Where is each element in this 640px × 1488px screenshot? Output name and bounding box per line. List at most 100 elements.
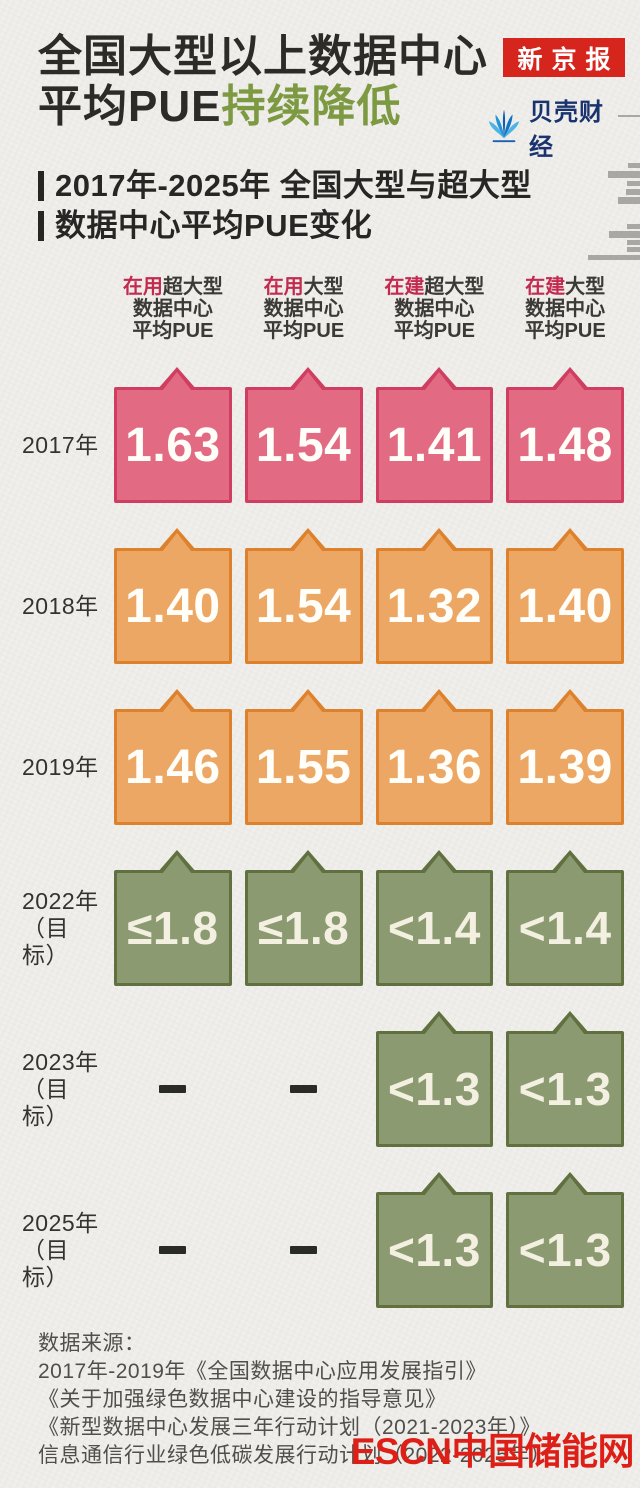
row-year: 2025年 xyxy=(22,1209,99,1236)
pue-value: <1.3 xyxy=(518,1063,612,1115)
pue-value: 1.36 xyxy=(386,740,483,794)
no-data-dash xyxy=(159,1246,187,1254)
bubble-pointer-icon xyxy=(423,855,454,874)
bubble-pointer-icon xyxy=(162,372,193,391)
value-cell: 1.41 xyxy=(375,367,494,503)
page-title-line2: 平均PUE持续降低 xyxy=(38,82,640,132)
chart-subtitle-line1-text: 2017年-2025年 全国大型与超大型 xyxy=(55,168,532,203)
bubble-pointer-icon xyxy=(162,855,193,874)
bubble-pointer-icon xyxy=(423,372,454,391)
column-header-3-line3: 平均PUE xyxy=(393,320,475,342)
bubble-pointer-icon xyxy=(293,533,324,552)
column-header-2-line3: 平均PUE xyxy=(263,320,345,342)
value-bubble: <1.4 xyxy=(506,850,624,986)
row-year: 2023年 xyxy=(22,1048,99,1075)
value-cell: 1.54 xyxy=(244,367,363,503)
value-cell: 1.54 xyxy=(244,528,363,664)
bubble-pointer-icon xyxy=(554,1016,585,1035)
chart-subtitle-line2: 数据中心平均PUE变化 xyxy=(38,206,640,246)
pue-value: 1.54 xyxy=(255,579,352,633)
data-sources: 数据来源： 2017年-2019年《全国数据中心应用发展指引》 《关于加强绿色数… xyxy=(38,1330,640,1470)
pue-value: 1.40 xyxy=(517,579,613,633)
pue-value: <1.4 xyxy=(387,902,481,954)
subtitle-bar-icon xyxy=(38,171,44,201)
value-bubble: <1.3 xyxy=(506,1011,624,1147)
bubble-pointer-icon xyxy=(554,855,585,874)
chart-subtitle-line2-text: 数据中心平均PUE变化 xyxy=(55,208,373,243)
value-bubble: <1.3 xyxy=(375,1011,494,1147)
value-bubble: 1.46 xyxy=(114,689,232,825)
pue-value: <1.3 xyxy=(518,1224,612,1276)
no-data-dash xyxy=(290,1246,318,1254)
bubble-pointer-icon xyxy=(293,694,324,713)
column-header-3-rest: 超大型 xyxy=(424,276,485,298)
pue-value: 1.48 xyxy=(517,418,613,472)
bubble-pointer-icon xyxy=(293,372,324,391)
bubble-pointer-icon xyxy=(162,533,193,552)
no-data-cell xyxy=(114,1192,232,1308)
value-cell: 1.46 xyxy=(114,689,232,825)
pue-value: 1.63 xyxy=(125,418,221,472)
bubble-pointer-icon xyxy=(162,694,193,713)
pue-value: 1.39 xyxy=(517,740,613,794)
column-headers: 在用超大型 数据中心 平均PUE 在用大型 数据中心 平均PUE 在建超大型 数… xyxy=(0,276,640,342)
pue-value: ≤1.8 xyxy=(258,902,350,954)
value-bubble: <1.4 xyxy=(375,850,494,986)
column-header-2-line2: 数据中心 xyxy=(263,298,344,320)
value-cell: 1.39 xyxy=(506,689,624,825)
column-header-4-rest: 大型 xyxy=(565,276,606,298)
column-header-3-line2: 数据中心 xyxy=(394,298,475,320)
no-data-cell xyxy=(245,1031,363,1147)
row-label-2022: 2022年 （目标） xyxy=(22,870,101,986)
value-bubble: 1.54 xyxy=(244,528,363,664)
page-title-line2-black: 平均PUE xyxy=(38,82,222,131)
bubble-pointer-icon xyxy=(554,372,585,391)
column-header-3-line1: 在建超大型 xyxy=(376,276,494,298)
value-cell: 1.40 xyxy=(506,528,624,664)
data-row-2023-target: 2023年 （目标） <1.3 <1.3 xyxy=(0,986,640,1147)
row-note: （目标） xyxy=(22,1236,69,1290)
value-cell: 1.48 xyxy=(506,367,624,503)
value-cell: ≤1.8 xyxy=(244,850,363,986)
pue-value: 1.41 xyxy=(386,418,483,472)
data-row-2017: 2017年 1.63 1.54 1.41 1.48 xyxy=(0,342,640,503)
column-header-1-line1: 在用超大型 xyxy=(114,276,232,298)
value-cell: 1.55 xyxy=(244,689,363,825)
data-source-line: 2017年-2019年《全国数据中心应用发展指引》 xyxy=(38,1360,487,1383)
pue-value: 1.40 xyxy=(125,579,221,633)
value-cell: <1.3 xyxy=(375,1011,494,1147)
row-label-2025: 2025年 （目标） xyxy=(22,1192,101,1308)
row-year: 2022年 xyxy=(22,887,99,914)
value-bubble: 1.54 xyxy=(244,367,363,503)
shell-finance-logo: 贝壳财经 xyxy=(485,92,625,162)
column-header-2-line1: 在用大型 xyxy=(245,276,363,298)
row-label-2017: 2017年 xyxy=(22,387,101,503)
row-year: 2017年 xyxy=(22,431,99,458)
shell-finance-name: 贝壳财经 xyxy=(529,99,604,161)
escn-watermark: ESCN中国储能网 xyxy=(350,1431,635,1472)
column-header-1-rest: 超大型 xyxy=(162,276,223,298)
column-header-4-line2: 数据中心 xyxy=(525,298,606,320)
row-year: 2018年 xyxy=(22,592,99,619)
value-bubble: ≤1.8 xyxy=(114,850,232,986)
bubble-pointer-icon xyxy=(293,855,324,874)
row-note: （目标） xyxy=(22,914,69,968)
value-bubble: 1.63 xyxy=(114,367,232,503)
bubble-pointer-icon xyxy=(554,1177,585,1196)
bubble-pointer-icon xyxy=(554,533,585,552)
bubble-pointer-icon xyxy=(554,694,585,713)
value-cell: <1.4 xyxy=(375,850,494,986)
pue-value: 1.46 xyxy=(125,740,221,794)
column-header-spacer xyxy=(22,276,101,342)
pue-value: <1.3 xyxy=(387,1224,481,1276)
data-sources-label: 数据来源： xyxy=(38,1332,146,1355)
title-block: 全国大型以上数据中心 平均PUE持续降低 xyxy=(0,0,640,132)
data-row-2025-target: 2025年 （目标） <1.3 <1.3 xyxy=(0,1147,640,1308)
column-header-2: 在用大型 数据中心 平均PUE xyxy=(245,276,363,342)
data-row-2022-target: 2022年 （目标） ≤1.8 ≤1.8 <1.4 <1.4 xyxy=(0,825,640,986)
pue-value: <1.3 xyxy=(387,1063,481,1115)
shell-icon xyxy=(485,106,523,149)
value-bubble: 1.48 xyxy=(506,367,624,503)
no-data-dash xyxy=(159,1085,187,1093)
